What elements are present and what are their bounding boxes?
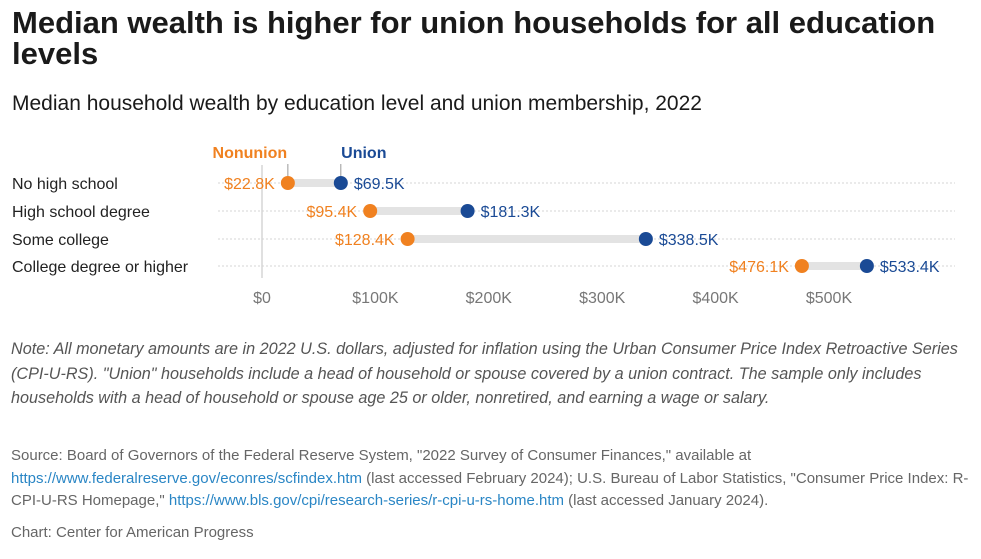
x-tick-label: $200K (466, 290, 513, 307)
union-dot (638, 232, 653, 246)
legend-union-label: Union (341, 145, 386, 162)
chart-title: Median wealth is higher for union househ… (12, 5, 936, 71)
chart-credit: Chart: Center for American Progress (11, 524, 254, 541)
chart-source: Source: Board of Governors of the Federa… (11, 445, 971, 513)
legend-nonunion-label: Nonunion (213, 145, 288, 162)
source-link-bls[interactable]: https://www.bls.gov/cpi/research-series/… (168, 492, 564, 509)
nonunion-value-label: $128.4K (335, 232, 395, 249)
nonunion-dot (280, 176, 295, 190)
category-label: No high school (12, 176, 118, 193)
union-dot (859, 259, 874, 273)
nonunion-dot (794, 259, 809, 273)
union-value-label: $533.4K (880, 259, 940, 276)
dumbbell-chart: $0 $100K $200K $300K $400K $500K No high schoo… (12, 145, 955, 307)
source-link-federal-reserve[interactable]: https://www.federalreserve.gov/econres/s… (11, 469, 362, 487)
nonunion-value-label: $476.1K (729, 259, 789, 276)
nonunion-dot (400, 232, 415, 246)
source-prefix: Source: Board of Governors of the Federa… (11, 447, 752, 464)
x-tick-label: $300K (579, 290, 626, 307)
x-tick-label: $400K (692, 290, 739, 307)
union-value-label: $338.5K (659, 232, 719, 249)
x-tick-label: $500K (806, 290, 853, 307)
category-label: High school degree (12, 204, 150, 221)
union-dot (333, 176, 348, 190)
union-value-label: $69.5K (354, 176, 405, 193)
source-middle: (last accessed February 2024); U.S. Bure… (11, 469, 969, 510)
union-value-label: $181.3K (481, 204, 541, 221)
nonunion-value-label: $95.4K (306, 204, 357, 221)
x-tick-label: $100K (352, 290, 399, 307)
source-suffix: (last accessed January 2024). (564, 492, 769, 509)
nonunion-dot (363, 204, 378, 218)
nonunion-value-label: $22.8K (224, 176, 275, 193)
category-label: Some college (12, 232, 109, 249)
chart-subtitle: Median household wealth by education lev… (12, 92, 702, 115)
x-tick-label: $0 (253, 290, 271, 307)
chart-note: Note: All monetary amounts are in 2022 U… (11, 340, 958, 407)
union-dot (460, 204, 475, 218)
category-label: College degree or higher (12, 259, 189, 276)
